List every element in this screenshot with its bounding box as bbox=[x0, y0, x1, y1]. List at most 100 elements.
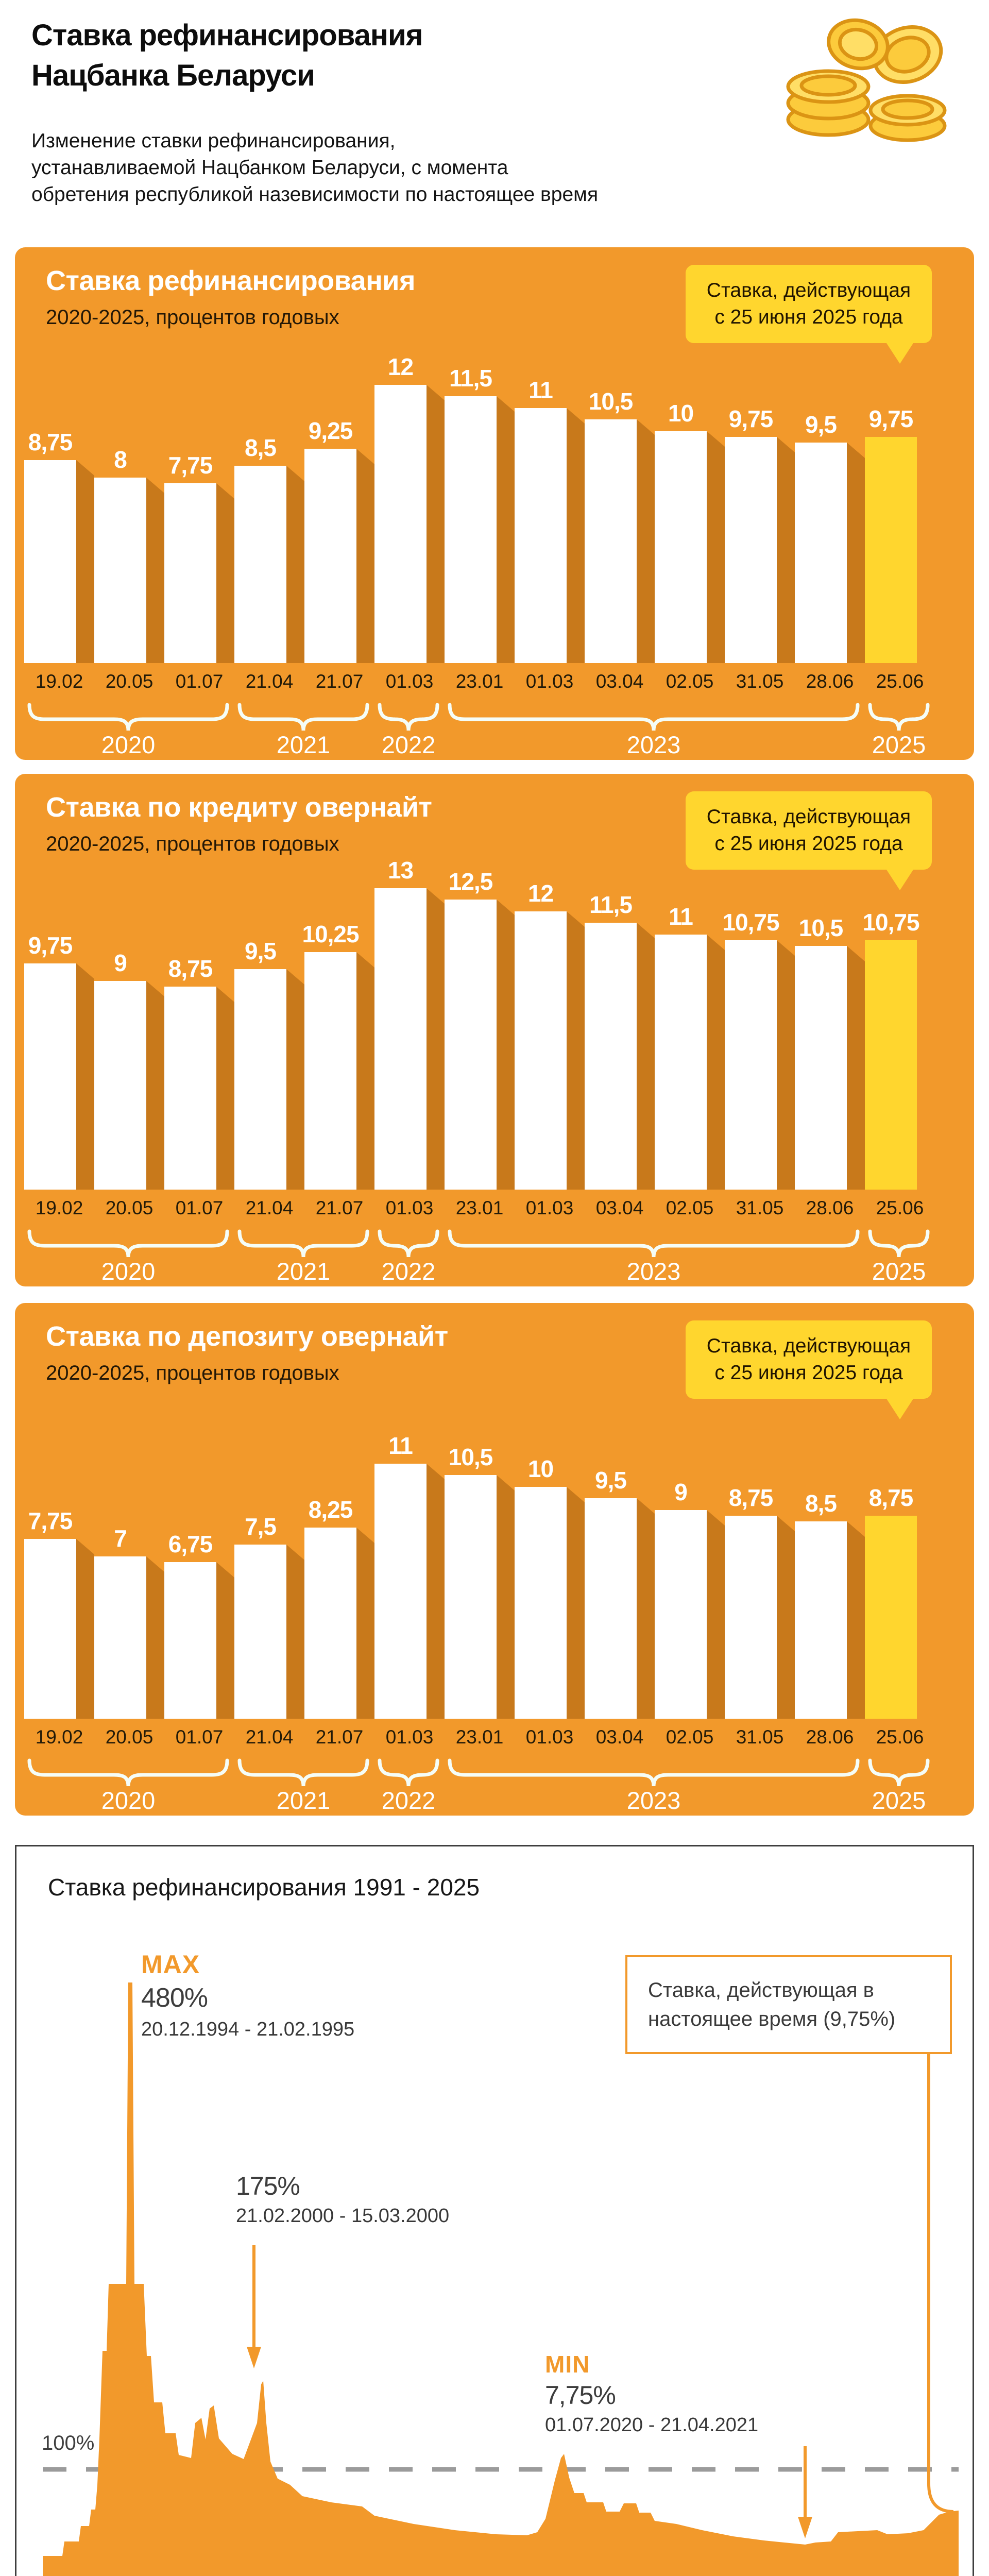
bar-value-label: 8,75 bbox=[168, 955, 213, 982]
bar-value-label: 9,5 bbox=[595, 1467, 627, 1494]
max-annotation: MAX 480% 20.12.1994 - 21.02.1995 bbox=[141, 1950, 355, 2040]
bar-value-label: 9,25 bbox=[308, 417, 353, 444]
bar-value-label: 9 bbox=[674, 1479, 688, 1505]
current-rate-note: Ставка, действующая в настоящее время (9… bbox=[625, 1955, 952, 2054]
year-brace bbox=[27, 703, 229, 731]
bar-value-label: 9,75 bbox=[28, 932, 73, 959]
year-label: 2025 bbox=[872, 731, 926, 758]
year-brace bbox=[448, 1758, 860, 1787]
year-brace bbox=[868, 703, 930, 731]
year-brace bbox=[448, 1229, 860, 1258]
bar-value-label: 9,5 bbox=[805, 411, 837, 438]
bar-shadow-wedge bbox=[497, 1490, 515, 1719]
rate-panel-1: Ставка рефинансирования 2020-2025, процен… bbox=[15, 247, 974, 760]
year-label: 2022 bbox=[381, 1258, 436, 1285]
bar-shadow-wedge bbox=[777, 452, 795, 663]
bar-date-label: 25.06 bbox=[876, 671, 924, 692]
bar-value-label: 11 bbox=[669, 903, 693, 930]
year-label: 2021 bbox=[276, 1787, 331, 1814]
bar-shadow-wedge bbox=[707, 950, 725, 1190]
bar-highlighted bbox=[865, 437, 917, 663]
year-label: 2025 bbox=[872, 1787, 926, 1814]
bar bbox=[24, 460, 76, 663]
bar-value-label: 7,75 bbox=[168, 452, 213, 479]
bar-shadow-wedge bbox=[567, 927, 585, 1190]
bar-value-label: 10 bbox=[527, 1455, 554, 1482]
bar-date-label: 03.04 bbox=[595, 1726, 644, 1748]
bar-shadow-wedge bbox=[76, 1554, 94, 1719]
bar-shadow-wedge bbox=[146, 1556, 164, 1572]
bar-date-label: 03.04 bbox=[595, 1197, 644, 1218]
page-title: Ставка рефинансирования Нацбанка Беларус… bbox=[31, 19, 423, 92]
bar-date-label: 19.02 bbox=[35, 1726, 83, 1748]
year-label: 2022 bbox=[381, 1787, 436, 1814]
year-brace bbox=[868, 1758, 930, 1787]
bar-shadow-wedge bbox=[497, 915, 515, 1190]
bar-value-label: 11,5 bbox=[589, 891, 633, 918]
bar-date-label: 21.07 bbox=[315, 1726, 364, 1748]
bar bbox=[164, 987, 216, 1190]
bar-date-label: 01.03 bbox=[525, 671, 574, 692]
bar-shadow-wedge bbox=[707, 935, 725, 950]
bar-date-label: 28.06 bbox=[806, 1726, 854, 1748]
year-brace bbox=[237, 1229, 369, 1258]
bar-value-label: 11 bbox=[528, 377, 553, 403]
bar-date-label: 01.03 bbox=[385, 1197, 434, 1218]
bar bbox=[585, 419, 637, 663]
timeline-title: Ставка рефинансирования 1991 - 2025 bbox=[48, 1874, 480, 1901]
year-brace bbox=[378, 1229, 439, 1258]
bar-value-label: 8 bbox=[114, 446, 127, 473]
callout-pointer bbox=[886, 343, 913, 364]
bar-value-label: 7 bbox=[114, 1525, 127, 1552]
bar-date-label: 31.05 bbox=[736, 671, 784, 692]
min-annotation: MIN 7,75% 01.07.2020 - 21.04.2021 bbox=[545, 2351, 759, 2436]
bar-shadow-wedge bbox=[146, 1572, 164, 1719]
year-label: 2020 bbox=[101, 1258, 156, 1285]
bar-shadow-wedge bbox=[707, 447, 725, 663]
year-label: 2020 bbox=[101, 1787, 156, 1814]
bar-value-label: 10,25 bbox=[302, 921, 359, 947]
callout-pointer bbox=[886, 1399, 913, 1419]
bar bbox=[515, 911, 567, 1190]
bar bbox=[795, 443, 847, 663]
bar-date-label: 01.03 bbox=[525, 1197, 574, 1218]
panel-title: Ставка по кредиту овернайт bbox=[46, 792, 432, 823]
panel-title: Ставка рефинансирования bbox=[46, 265, 416, 296]
bar-date-label: 19.02 bbox=[35, 1197, 83, 1218]
bar-shadow-wedge bbox=[356, 1543, 374, 1719]
bar-date-label: 23.01 bbox=[455, 1726, 504, 1748]
bar-date-label: 21.07 bbox=[315, 1197, 364, 1218]
panel-subtitle: 2020-2025, процентов годовых bbox=[46, 306, 339, 329]
bar-date-label: 02.05 bbox=[666, 1726, 714, 1748]
bar-highlighted bbox=[865, 940, 917, 1190]
bar-date-label: 28.06 bbox=[806, 671, 854, 692]
bar-value-label: 7,5 bbox=[245, 1513, 277, 1540]
bar-date-label: 21.04 bbox=[245, 1197, 294, 1218]
bar bbox=[725, 940, 777, 1190]
bar-shadow-wedge bbox=[777, 1531, 795, 1719]
bar-shadow-wedge bbox=[286, 1560, 304, 1719]
bar-shadow-wedge bbox=[847, 961, 865, 1190]
bar bbox=[655, 1510, 707, 1719]
year-brace bbox=[378, 1758, 439, 1787]
bar-shadow-wedge bbox=[356, 449, 374, 464]
bar-highlighted bbox=[865, 1516, 917, 1719]
bar-shadow-wedge bbox=[427, 400, 445, 663]
bar-date-label: 21.07 bbox=[315, 671, 364, 692]
bar bbox=[164, 1562, 216, 1719]
bar-value-label: 8,5 bbox=[805, 1490, 837, 1517]
bar-value-label: 10,5 bbox=[588, 388, 634, 415]
bar-shadow-wedge bbox=[216, 499, 234, 663]
timeline-panel: Ставка рефинансирования 1991 - 2025 Став… bbox=[15, 1845, 974, 2576]
mid-annotation: 175% 21.02.2000 - 15.03.2000 bbox=[236, 2172, 450, 2227]
bar-value-label: 8,75 bbox=[28, 429, 73, 455]
bar bbox=[725, 1516, 777, 1719]
bar-shadow-wedge bbox=[847, 458, 865, 663]
bar-value-label: 8,25 bbox=[308, 1496, 353, 1523]
bar-shadow-wedge bbox=[356, 968, 374, 1190]
year-label: 2025 bbox=[872, 1258, 926, 1285]
bar-shadow-wedge bbox=[216, 987, 234, 1002]
bar-shadow-wedge bbox=[356, 464, 374, 663]
bar-date-label: 20.05 bbox=[105, 1726, 154, 1748]
bar-value-label: 11,5 bbox=[449, 365, 492, 392]
